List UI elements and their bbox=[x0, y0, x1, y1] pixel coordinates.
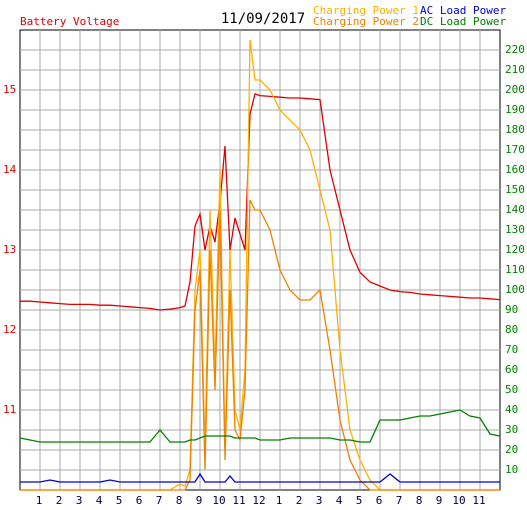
series-line bbox=[20, 199, 500, 491]
y2-tick-label: 160 bbox=[505, 163, 525, 176]
y2-tick-label: 130 bbox=[505, 223, 525, 236]
x-tick-label: 8 bbox=[176, 494, 183, 507]
y2-tick-label: 140 bbox=[505, 203, 525, 216]
y2-tick-label: 30 bbox=[505, 423, 518, 436]
legend-label: Charging Power 2 bbox=[313, 15, 419, 28]
y-tick-label: 11 bbox=[3, 403, 16, 416]
y2-tick-label: 60 bbox=[505, 363, 518, 376]
y2-tick-label: 220 bbox=[505, 43, 525, 56]
y-tick-label: 14 bbox=[3, 163, 17, 176]
x-tick-label: 9 bbox=[196, 494, 203, 507]
y-tick-label: 13 bbox=[3, 243, 16, 256]
x-tick-label: 5 bbox=[116, 494, 123, 507]
x-tick-label: 3 bbox=[316, 494, 323, 507]
y2-tick-label: 110 bbox=[505, 263, 525, 276]
y-tick-label: 15 bbox=[3, 83, 16, 96]
y2-tick-label: 210 bbox=[505, 63, 525, 76]
x-tick-label: 2 bbox=[296, 494, 303, 507]
legend-label: DC Load Power bbox=[420, 15, 506, 28]
y2-tick-label: 70 bbox=[505, 343, 518, 356]
y2-tick-label: 20 bbox=[505, 443, 518, 456]
x-tick-label: 3 bbox=[76, 494, 83, 507]
x-tick-label: 10 bbox=[212, 494, 225, 507]
y2-tick-label: 170 bbox=[505, 143, 525, 156]
legend-label: Battery Voltage bbox=[20, 15, 119, 28]
y2-tick-label: 120 bbox=[505, 243, 525, 256]
x-tick-label: 6 bbox=[136, 494, 143, 507]
y2-tick-label: 80 bbox=[505, 323, 518, 336]
y2-tick-label: 40 bbox=[505, 403, 518, 416]
x-tick-label: 10 bbox=[452, 494, 465, 507]
x-tick-label: 8 bbox=[416, 494, 423, 507]
y2-tick-label: 180 bbox=[505, 123, 525, 136]
x-tick-label: 11 bbox=[232, 494, 245, 507]
x-tick-label: 12 bbox=[252, 494, 265, 507]
x-tick-label: 7 bbox=[396, 494, 403, 507]
y2-tick-label: 150 bbox=[505, 183, 525, 196]
y2-tick-label: 200 bbox=[505, 83, 525, 96]
x-tick-label: 2 bbox=[56, 494, 63, 507]
y2-tick-label: 190 bbox=[505, 103, 525, 116]
y2-tick-label: 10 bbox=[505, 463, 518, 476]
x-tick-label: 7 bbox=[156, 494, 163, 507]
series-line bbox=[20, 93, 501, 311]
x-tick-label: 4 bbox=[96, 494, 103, 507]
x-tick-label: 9 bbox=[436, 494, 443, 507]
y2-tick-label: 90 bbox=[505, 303, 518, 316]
series-line bbox=[20, 472, 500, 483]
x-tick-label: 5 bbox=[356, 494, 363, 507]
legend-label: AC Load Power bbox=[420, 4, 506, 17]
chart-title: 11/09/2017 bbox=[221, 11, 305, 27]
y-tick-label: 12 bbox=[3, 323, 16, 336]
y2-tick-label: 100 bbox=[505, 283, 525, 296]
series-line bbox=[19, 409, 501, 443]
x-tick-label: 11 bbox=[472, 494, 485, 507]
legend-label: Charging Power 1 bbox=[313, 4, 419, 17]
y2-tick-label: 50 bbox=[505, 383, 518, 396]
x-tick-label: 4 bbox=[336, 494, 343, 507]
x-tick-label: 1 bbox=[276, 494, 283, 507]
x-tick-label: 1 bbox=[36, 494, 43, 507]
x-tick-label: 6 bbox=[376, 494, 383, 507]
